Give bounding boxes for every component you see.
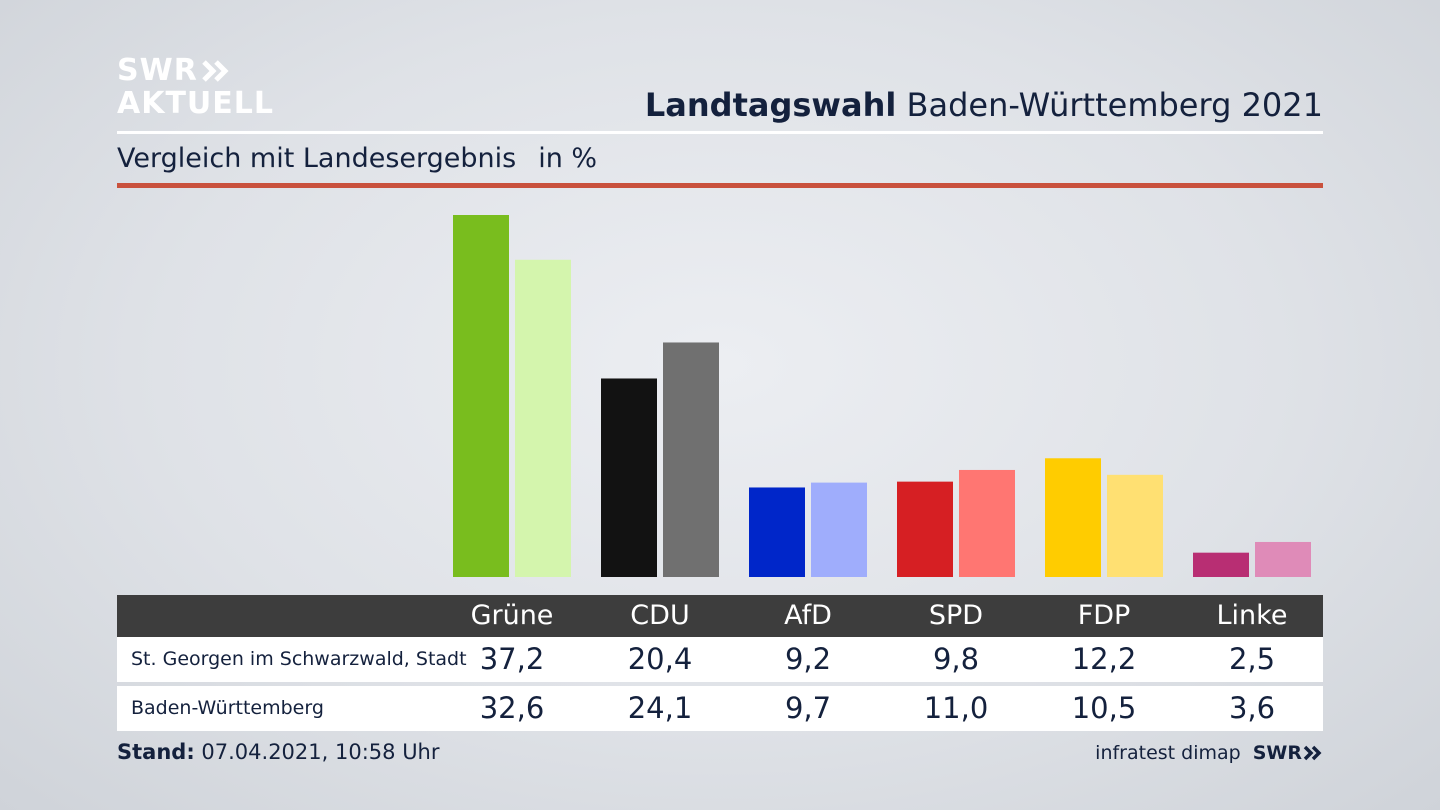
row-label: St. Georgen im Schwarzwald, Stadt <box>131 648 467 670</box>
page-title: Landtagswahl Baden-Württemberg 2021 <box>645 86 1323 124</box>
data-label: 32,6 <box>479 691 545 725</box>
x-tick-label: Grüne <box>470 600 554 631</box>
data-label: 9,7 <box>784 691 832 725</box>
bar-state-linke <box>1255 541 1311 577</box>
title-divider <box>117 131 1323 134</box>
bar-local-linke <box>1193 552 1249 577</box>
bar-chart <box>453 215 1311 577</box>
table-row: Baden-Württemberg 32,6 24,1 9,7 11,0 10,5 3,6 <box>117 686 1323 731</box>
x-tick-label: SPD <box>928 600 984 631</box>
footer-brand-text: SWR <box>1252 742 1302 764</box>
logo-swr-text: SWR <box>117 53 198 88</box>
accent-divider <box>117 183 1323 188</box>
x-tick-label: AfD <box>784 600 832 631</box>
bar-local-fdp <box>1045 458 1101 577</box>
bar-state-grne <box>515 259 571 577</box>
stand-value: 07.04.2021, 10:58 Uhr <box>201 740 440 764</box>
bar-state-afd <box>811 482 867 577</box>
source-text: infratest dimap <box>1095 742 1241 764</box>
party-header-row: Grüne CDU AfD SPD FDP Linke <box>117 595 1323 637</box>
row-label: Baden-Württemberg <box>131 697 324 719</box>
data-label: 24,1 <box>627 691 693 725</box>
double-chevron-icon <box>1303 745 1322 761</box>
title-rest: Baden-Württemberg 2021 <box>906 86 1324 124</box>
data-label: 12,2 <box>1071 642 1137 676</box>
x-tick-label: FDP <box>1077 600 1131 631</box>
bar-local-grne <box>453 215 509 577</box>
data-label: 3,6 <box>1228 691 1276 725</box>
bar-local-spd <box>897 481 953 577</box>
data-label: 9,2 <box>784 642 832 676</box>
stand-label: Stand: <box>117 740 195 764</box>
double-chevron-icon <box>202 59 229 82</box>
swr-aktuell-logo: SWR AKTUELL <box>117 54 274 120</box>
title-bold: Landtagswahl <box>644 86 897 124</box>
logo-line-1: SWR <box>117 54 274 87</box>
data-label: 20,4 <box>627 642 693 676</box>
timestamp: Stand: 07.04.2021, 10:58 Uhr <box>117 740 440 764</box>
data-label: 10,5 <box>1071 691 1137 725</box>
subtitle-text: Vergleich mit Landesergebnis <box>117 143 517 174</box>
bar-local-afd <box>749 487 805 577</box>
data-label: 2,5 <box>1228 642 1276 676</box>
x-tick-label: Linke <box>1216 600 1288 631</box>
bar-state-cdu <box>663 342 719 577</box>
bar-state-spd <box>959 469 1015 577</box>
data-label: 37,2 <box>479 642 545 676</box>
subtitle-unit: in % <box>538 143 598 174</box>
x-tick-label: CDU <box>630 600 690 631</box>
data-label: 9,8 <box>932 642 980 676</box>
data-label: 11,0 <box>923 691 989 725</box>
table-row: St. Georgen im Schwarzwald, Stadt 37,2 20… <box>117 637 1323 682</box>
source-credit: infratest dimap SWR <box>1095 742 1323 764</box>
bar-local-cdu <box>601 378 657 577</box>
chart-subtitle: Vergleich mit Landesergebnis in % <box>117 143 597 174</box>
bar-state-fdp <box>1107 474 1163 577</box>
logo-line-2: AKTUELL <box>117 86 275 121</box>
swr-footer-logo: SWR <box>1253 742 1323 764</box>
